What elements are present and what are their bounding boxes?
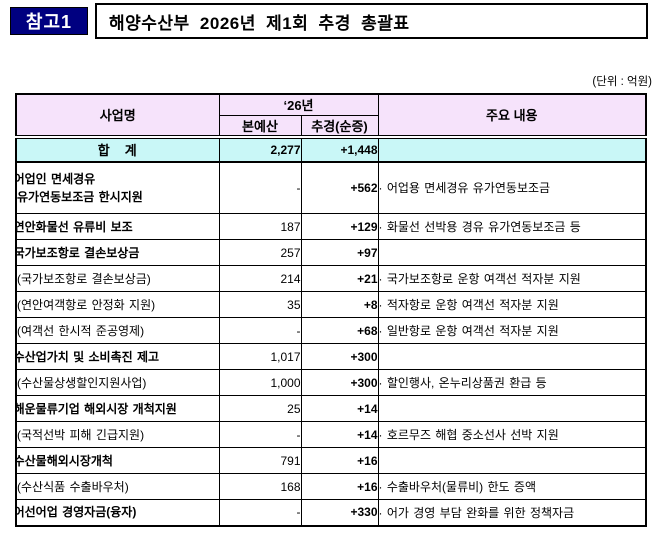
supplement-cell: +21 — [300, 265, 379, 292]
total-label-cell: 합 계 — [15, 136, 220, 163]
base-budget-cell: 1,017 — [218, 343, 302, 370]
reference-badge: 참고1 — [10, 7, 88, 35]
base-budget-cell: - — [218, 499, 302, 526]
project-name-cell: ▪ 연안화물선 유류비 보조 — [15, 213, 220, 240]
details-cell — [377, 447, 647, 474]
project-name-cell: (연안여객항로 안정화 지원) — [15, 291, 220, 318]
table-row: (수산식품 수출바우처) 168 +16 · 수출바우처(물류비) 한도 증액 — [15, 473, 647, 500]
supplement-cell: +14 — [300, 421, 379, 448]
details-cell: · 할인행사, 온누리상품권 환급 등 — [377, 369, 647, 396]
base-budget-cell: 1,000 — [218, 369, 302, 396]
document-header: 참고1 해양수산부 2026년 제1회 추경 총괄표 — [10, 3, 648, 39]
project-name-cell: ▪ 수산물해외시장개척 — [15, 447, 220, 474]
table-row: (국가보조항로 결손보상금) 214 +21 · 국가보조항로 운항 여객선 적… — [15, 265, 647, 292]
supplement-cell: +68 — [300, 317, 379, 344]
project-name-cell: (여객선 한시적 준공영제) — [15, 317, 220, 344]
year-group-header: ‘26년 — [218, 93, 379, 116]
details-cell — [377, 395, 647, 422]
project-name-cell: (국적선박 피해 긴급지원) — [15, 421, 220, 448]
page-title: 해양수산부 2026년 제1회 추경 총괄표 — [95, 3, 648, 39]
table-row: (연안여객항로 안정화 지원) 35 +8 · 적자항로 운항 여객선 적자분 … — [15, 291, 647, 318]
supplement-cell: +14 — [300, 395, 379, 422]
table-row: (여객선 한시적 준공영제) - +68 · 일반항로 운항 여객선 적자분 지… — [15, 317, 647, 344]
table-row: ▪ 어선어업 경영자금(융자) - +330 · 어가 경영 부담 완화를 위한… — [15, 499, 647, 526]
project-name-cell: (수산물상생할인지원사업) — [15, 369, 220, 396]
project-name-cell: ▪ 해운물류기업 해외시장 개척지원 — [15, 395, 220, 422]
total-supplement-cell: +1,448 — [300, 136, 379, 163]
budget-table: 사업명 ‘26년 주요 내용 본예산 추경(순증) 합 계 2,277 +1,4… — [15, 93, 648, 527]
base-budget-cell: 214 — [218, 265, 302, 292]
supplement-cell: +16 — [300, 473, 379, 500]
details-cell: · 수출바우처(물류비) 한도 증액 — [377, 473, 647, 500]
details-cell — [377, 239, 647, 266]
supplement-cell: +129 — [300, 213, 379, 240]
base-budget-cell: 25 — [218, 395, 302, 422]
supplement-column-header: 추경(순증) — [300, 114, 379, 139]
supplement-cell: +562 — [300, 161, 379, 214]
details-cell: · 어업용 면세경유 유가연동보조금 — [377, 161, 647, 214]
table-body: 합 계 2,277 +1,448 ▪ 어업인 면세경유 유가연동보조금 한시지원… — [15, 136, 647, 526]
details-column-header: 주요 내용 — [377, 93, 647, 139]
supplement-cell: +300 — [300, 343, 379, 370]
header-row-1: 사업명 ‘26년 주요 내용 — [15, 93, 647, 139]
table-row: ▪ 수산물해외시장개척 791 +16 — [15, 447, 647, 474]
table-row: ▪ 수산업가치 및 소비촉진 제고 1,017 +300 — [15, 343, 647, 370]
project-name-cell: ▪ 어업인 면세경유 유가연동보조금 한시지원 — [15, 161, 220, 214]
base-budget-cell: 187 — [218, 213, 302, 240]
details-cell: · 어가 경영 부담 완화를 위한 정책자금 — [377, 499, 647, 526]
project-column-header: 사업명 — [15, 93, 220, 139]
project-name-cell: (수산식품 수출바우처) — [15, 473, 220, 500]
project-name-cell: ▪ 어선어업 경영자금(융자) — [15, 499, 220, 526]
supplement-cell: +8 — [300, 291, 379, 318]
base-budget-column-header: 본예산 — [218, 114, 302, 139]
project-name-cell: (국가보조항로 결손보상금) — [15, 265, 220, 292]
table-row: ▪ 연안화물선 유류비 보조 187 +129 · 화물선 선박용 경유 유가연… — [15, 213, 647, 240]
project-name-cell: ▪ 국가보조항로 결손보상금 — [15, 239, 220, 266]
details-cell: · 적자항로 운항 여객선 적자분 지원 — [377, 291, 647, 318]
header-row-2: 본예산 추경(순증) — [16, 114, 646, 139]
details-cell: · 호르무즈 해협 중소선사 선박 지원 — [377, 421, 647, 448]
supplement-cell: +330 — [300, 499, 379, 526]
unit-note: (단위 : 억원) — [592, 76, 652, 88]
total-details-cell — [377, 136, 647, 163]
base-budget-cell: - — [218, 317, 302, 344]
supplement-cell: +16 — [300, 447, 379, 474]
base-budget-cell: - — [218, 421, 302, 448]
total-base-budget-cell: 2,277 — [218, 136, 302, 163]
details-cell: · 일반항로 운항 여객선 적자분 지원 — [377, 317, 647, 344]
table-row: ▪ 어업인 면세경유 유가연동보조금 한시지원 - +562 · 어업용 면세경… — [15, 161, 647, 214]
table-row: ▪ 해운물류기업 해외시장 개척지원 25 +14 — [15, 395, 647, 422]
details-cell: · 화물선 선박용 경유 유가연동보조금 등 — [377, 213, 647, 240]
base-budget-cell: 168 — [218, 473, 302, 500]
details-cell — [377, 343, 647, 370]
table-row: (국적선박 피해 긴급지원) - +14 · 호르무즈 해협 중소선사 선박 지… — [15, 421, 647, 448]
base-budget-cell: - — [218, 161, 302, 214]
total-row: 합 계 2,277 +1,448 — [15, 136, 647, 163]
supplement-cell: +97 — [300, 239, 379, 266]
table-header: 사업명 ‘26년 주요 내용 본예산 추경(순증) — [15, 93, 647, 139]
base-budget-cell: 791 — [218, 447, 302, 474]
table-row: ▪ 국가보조항로 결손보상금 257 +97 — [15, 239, 647, 266]
base-budget-cell: 35 — [218, 291, 302, 318]
details-cell: · 국가보조항로 운항 여객선 적자분 지원 — [377, 265, 647, 292]
project-name-cell: ▪ 수산업가치 및 소비촉진 제고 — [15, 343, 220, 370]
table-row: (수산물상생할인지원사업) 1,000 +300 · 할인행사, 온누리상품권 … — [15, 369, 647, 396]
supplement-cell: +300 — [300, 369, 379, 396]
base-budget-cell: 257 — [218, 239, 302, 266]
